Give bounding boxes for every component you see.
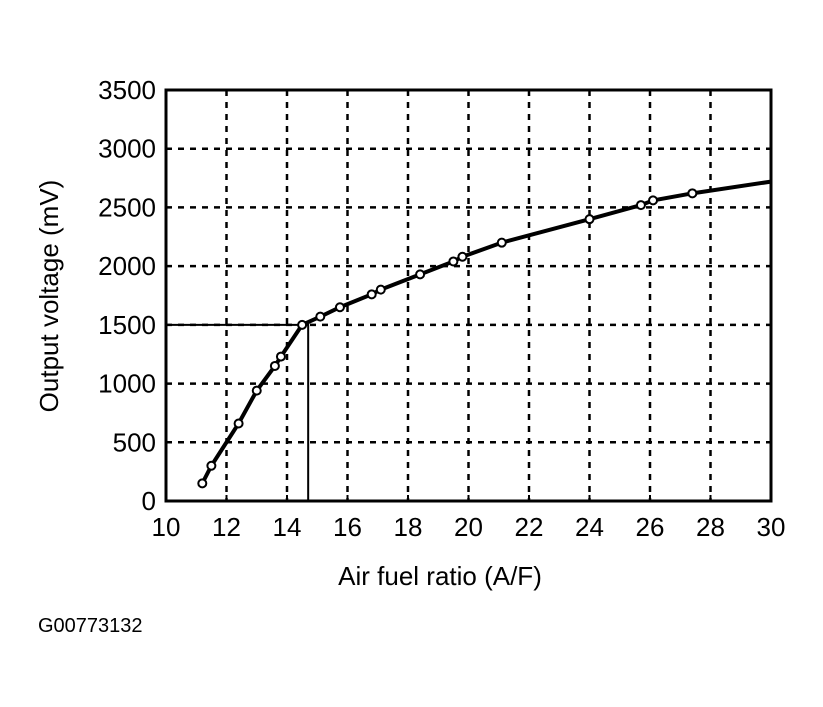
data-point xyxy=(334,302,345,313)
data-point xyxy=(584,214,595,225)
data-point xyxy=(197,478,208,489)
y-tick-label: 1000 xyxy=(98,369,156,399)
data-point xyxy=(297,319,308,330)
y-tick-label: 2500 xyxy=(98,192,156,222)
data-point xyxy=(233,418,244,429)
y-axis-label: Output voltage (mV) xyxy=(34,180,64,413)
y-tick-label: 1500 xyxy=(98,310,156,340)
x-axis-label: Air fuel ratio (A/F) xyxy=(338,561,542,591)
x-tick-label: 10 xyxy=(152,512,181,542)
data-point xyxy=(366,289,377,300)
data-point xyxy=(648,195,659,206)
x-tick-label: 22 xyxy=(515,512,544,542)
y-tick-label: 3000 xyxy=(98,134,156,164)
y-tick-label: 3500 xyxy=(98,75,156,105)
x-tick-label: 18 xyxy=(394,512,423,542)
data-point xyxy=(635,200,646,211)
x-tick-label: 14 xyxy=(273,512,302,542)
data-point xyxy=(251,385,262,396)
y-tick-label: 0 xyxy=(142,486,156,516)
data-point xyxy=(415,269,426,280)
data-point xyxy=(206,460,217,471)
data-point xyxy=(457,251,468,262)
data-point xyxy=(687,188,698,199)
figure-id: G00773132 xyxy=(38,615,143,637)
x-tick-label: 26 xyxy=(636,512,665,542)
x-tick-label: 24 xyxy=(575,512,604,542)
data-point xyxy=(315,311,326,322)
series-line xyxy=(200,179,772,485)
x-tick-label: 20 xyxy=(454,512,483,542)
reference-line xyxy=(166,323,310,501)
y-tick-label: 2000 xyxy=(98,251,156,281)
y-tick-label: 500 xyxy=(113,427,156,457)
data-point xyxy=(448,256,459,267)
data-point xyxy=(375,284,386,295)
x-tick-label: 30 xyxy=(757,512,786,542)
data-point xyxy=(269,360,280,371)
x-tick-label: 12 xyxy=(212,512,241,542)
data-point xyxy=(275,351,286,362)
data-point xyxy=(496,237,507,248)
x-tick-label: 16 xyxy=(333,512,362,542)
x-tick-label: 28 xyxy=(696,512,725,542)
